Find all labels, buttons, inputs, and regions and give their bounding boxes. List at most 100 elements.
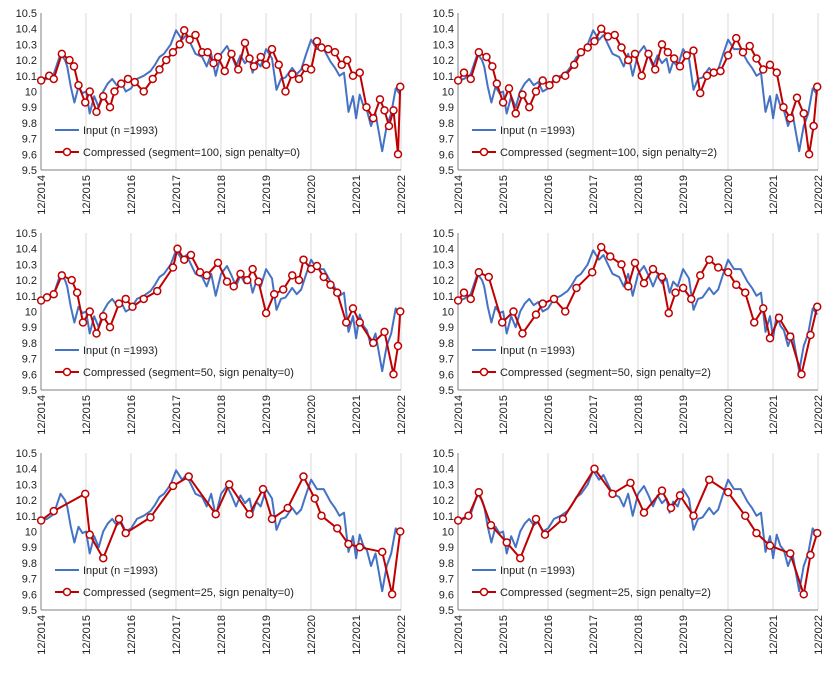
compressed-point (657, 486, 667, 495)
compressed-point (488, 62, 497, 71)
y-tick-label: 10.3 (433, 479, 454, 491)
compressed-point (184, 472, 193, 481)
compressed-point (36, 76, 46, 85)
compressed-point (261, 60, 271, 70)
legend-compressed-marker (62, 587, 72, 597)
y-tick-label: 10.4 (433, 24, 454, 36)
compressed-point (261, 308, 271, 318)
compressed-point (220, 66, 229, 76)
y-tick-label: 10.4 (433, 464, 454, 476)
compressed-point (669, 54, 679, 63)
x-tick-label: 12/2020 (306, 395, 318, 435)
compressed-point (590, 37, 599, 46)
compressed-point (538, 299, 547, 308)
x-tick-label: 12/2014 (453, 175, 465, 215)
compressed-point (326, 280, 335, 290)
input-series-line (40, 249, 402, 373)
compressed-point (389, 106, 398, 115)
compressed-point (752, 528, 761, 538)
compressed-point (281, 87, 290, 96)
compressed-point (453, 296, 463, 305)
x-tick-label: 12/2021 (768, 395, 780, 435)
compressed-point (738, 48, 748, 57)
compressed-point (509, 307, 518, 316)
compressed-point (80, 489, 90, 499)
legend-compressed-label: Compressed (segment=50, sign penalty=2) (500, 367, 711, 379)
chart-panel-6: 12/2014 12/2015 12/2016 12/2017 12/2018 12/20… (433, 448, 825, 655)
y-tick-label: 9.6 (22, 149, 37, 161)
compressed-point (709, 68, 718, 77)
compressed-point (213, 52, 223, 62)
y-tick-label: 9.6 (439, 589, 454, 601)
legend-input-label: Input (n =1993) (83, 565, 158, 577)
compressed-point (497, 318, 507, 327)
x-tick-label: 12/2022 (396, 615, 408, 655)
compressed-point (245, 509, 254, 519)
y-tick-label: 10 (442, 307, 454, 319)
x-tick-label: 12/2018 (633, 615, 645, 655)
compressed-point (723, 268, 733, 277)
compressed-point (630, 49, 640, 59)
compressed-point (317, 43, 326, 52)
y-tick-label: 9.9 (439, 102, 454, 114)
compressed-point (596, 24, 606, 33)
compressed-point (57, 49, 67, 59)
input-series-line (40, 469, 402, 593)
compressed-point (639, 508, 649, 517)
compressed-point (278, 285, 288, 294)
compressed-point (173, 244, 182, 253)
compressed-point (572, 283, 581, 293)
y-tick-label: 10.2 (16, 55, 37, 67)
compressed-point (792, 93, 802, 103)
compressed-point (355, 542, 364, 552)
x-tick-label: 12/2018 (216, 615, 228, 655)
compressed-point (267, 44, 277, 54)
compressed-point (341, 318, 351, 327)
compressed-point (657, 272, 667, 282)
compressed-point (772, 68, 781, 77)
y-tick-label: 9.8 (439, 118, 454, 130)
compressed-point (812, 82, 822, 92)
compressed-point (758, 65, 768, 74)
compressed-point (380, 327, 389, 337)
compressed-point (299, 255, 308, 264)
compressed-point (123, 74, 133, 84)
x-tick-label: 12/2015 (498, 395, 510, 435)
compressed-point (797, 370, 806, 379)
x-tick-label: 12/2016 (126, 615, 138, 655)
y-tick-label: 10 (25, 87, 37, 99)
compressed-point (130, 77, 139, 87)
compressed-point (98, 553, 108, 563)
x-tick-label: 12/2018 (633, 175, 645, 215)
compressed-point (812, 528, 822, 538)
compressed-point (799, 590, 808, 599)
compressed-point (49, 289, 58, 299)
compressed-point (49, 74, 58, 84)
compressed-point (306, 65, 316, 74)
x-tick-label: 12/2016 (543, 615, 555, 655)
legend-compressed-marker (479, 587, 489, 597)
compressed-point (464, 511, 473, 521)
compressed-point (749, 318, 759, 327)
compressed-point (678, 283, 688, 293)
compressed-point (524, 102, 534, 112)
y-tick-label: 9.5 (22, 165, 37, 177)
compressed-point (337, 60, 346, 70)
x-tick-label: 12/2017 (171, 175, 183, 215)
compressed-point (380, 106, 389, 115)
compressed-point (114, 299, 124, 308)
compressed-point (74, 80, 83, 90)
compressed-point (348, 71, 358, 81)
legend-compressed-label: Compressed (segment=100, sign penalty=2) (500, 147, 717, 159)
compressed-point (393, 341, 403, 351)
compressed-point (114, 514, 124, 524)
y-tick-label: 10.1 (16, 291, 37, 303)
compressed-point (518, 90, 527, 99)
compressed-point (368, 113, 378, 123)
compressed-point (92, 329, 101, 338)
compressed-point (195, 268, 205, 277)
compressed-point (617, 260, 626, 269)
compressed-point (590, 464, 599, 473)
x-tick-label: 12/2020 (306, 615, 318, 655)
x-tick-label: 12/2019 (678, 615, 690, 655)
